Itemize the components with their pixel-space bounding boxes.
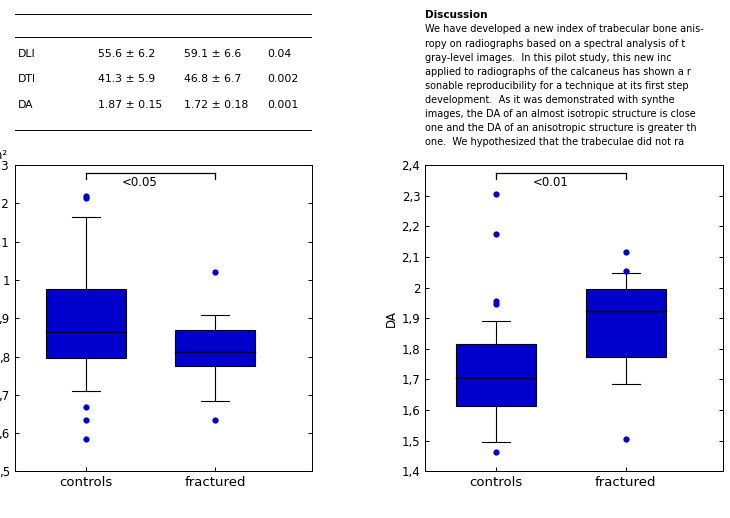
Bar — [46, 290, 126, 358]
Text: gray-level images.  In this pilot study, this new inc: gray-level images. In this pilot study, … — [425, 53, 672, 63]
Text: Discussion: Discussion — [425, 10, 488, 20]
Text: DA: DA — [18, 99, 33, 110]
Text: development.  As it was demonstrated with synthe: development. As it was demonstrated with… — [425, 95, 675, 105]
Text: applied to radiographs of the calcaneus has shown a r: applied to radiographs of the calcaneus … — [425, 67, 691, 77]
Text: 0.001: 0.001 — [267, 99, 299, 110]
Bar — [175, 330, 256, 366]
Text: sonable reproducibility for a technique at its first step: sonable reproducibility for a technique … — [425, 81, 689, 91]
Text: 41.3 ± 5.9: 41.3 ± 5.9 — [98, 74, 155, 84]
Text: ropy on radiographs based on a spectral analysis of t: ropy on radiographs based on a spectral … — [425, 38, 685, 49]
Y-axis label: DA: DA — [385, 310, 397, 327]
Text: one.  We hypothesized that the trabeculae did not ra: one. We hypothesized that the trabeculae… — [425, 137, 684, 147]
Text: 0.002: 0.002 — [267, 74, 299, 84]
Text: images, the DA of an almost isotropic structure is close: images, the DA of an almost isotropic st… — [425, 109, 696, 119]
Text: 59.1 ± 6.6: 59.1 ± 6.6 — [184, 50, 242, 60]
Text: DTI: DTI — [18, 74, 36, 84]
Text: 1.72 ± 0.18: 1.72 ± 0.18 — [184, 99, 248, 110]
Text: 55.6 ± 6.2: 55.6 ± 6.2 — [98, 50, 155, 60]
Text: DLI: DLI — [18, 50, 35, 60]
Text: one and the DA of an anisotropic structure is greater th: one and the DA of an anisotropic structu… — [425, 123, 697, 133]
Text: <0.01: <0.01 — [533, 176, 569, 189]
Bar — [456, 344, 537, 406]
Text: 1.87 ± 0.15: 1.87 ± 0.15 — [98, 99, 162, 110]
Text: <0.05: <0.05 — [122, 176, 158, 189]
Bar — [585, 289, 666, 356]
Text: 46.8 ± 6.7: 46.8 ± 6.7 — [184, 74, 242, 84]
Text: We have developed a new index of trabecular bone anis-: We have developed a new index of trabecu… — [425, 24, 704, 35]
Text: g/cm²: g/cm² — [0, 149, 7, 162]
Text: 0.04: 0.04 — [267, 50, 292, 60]
